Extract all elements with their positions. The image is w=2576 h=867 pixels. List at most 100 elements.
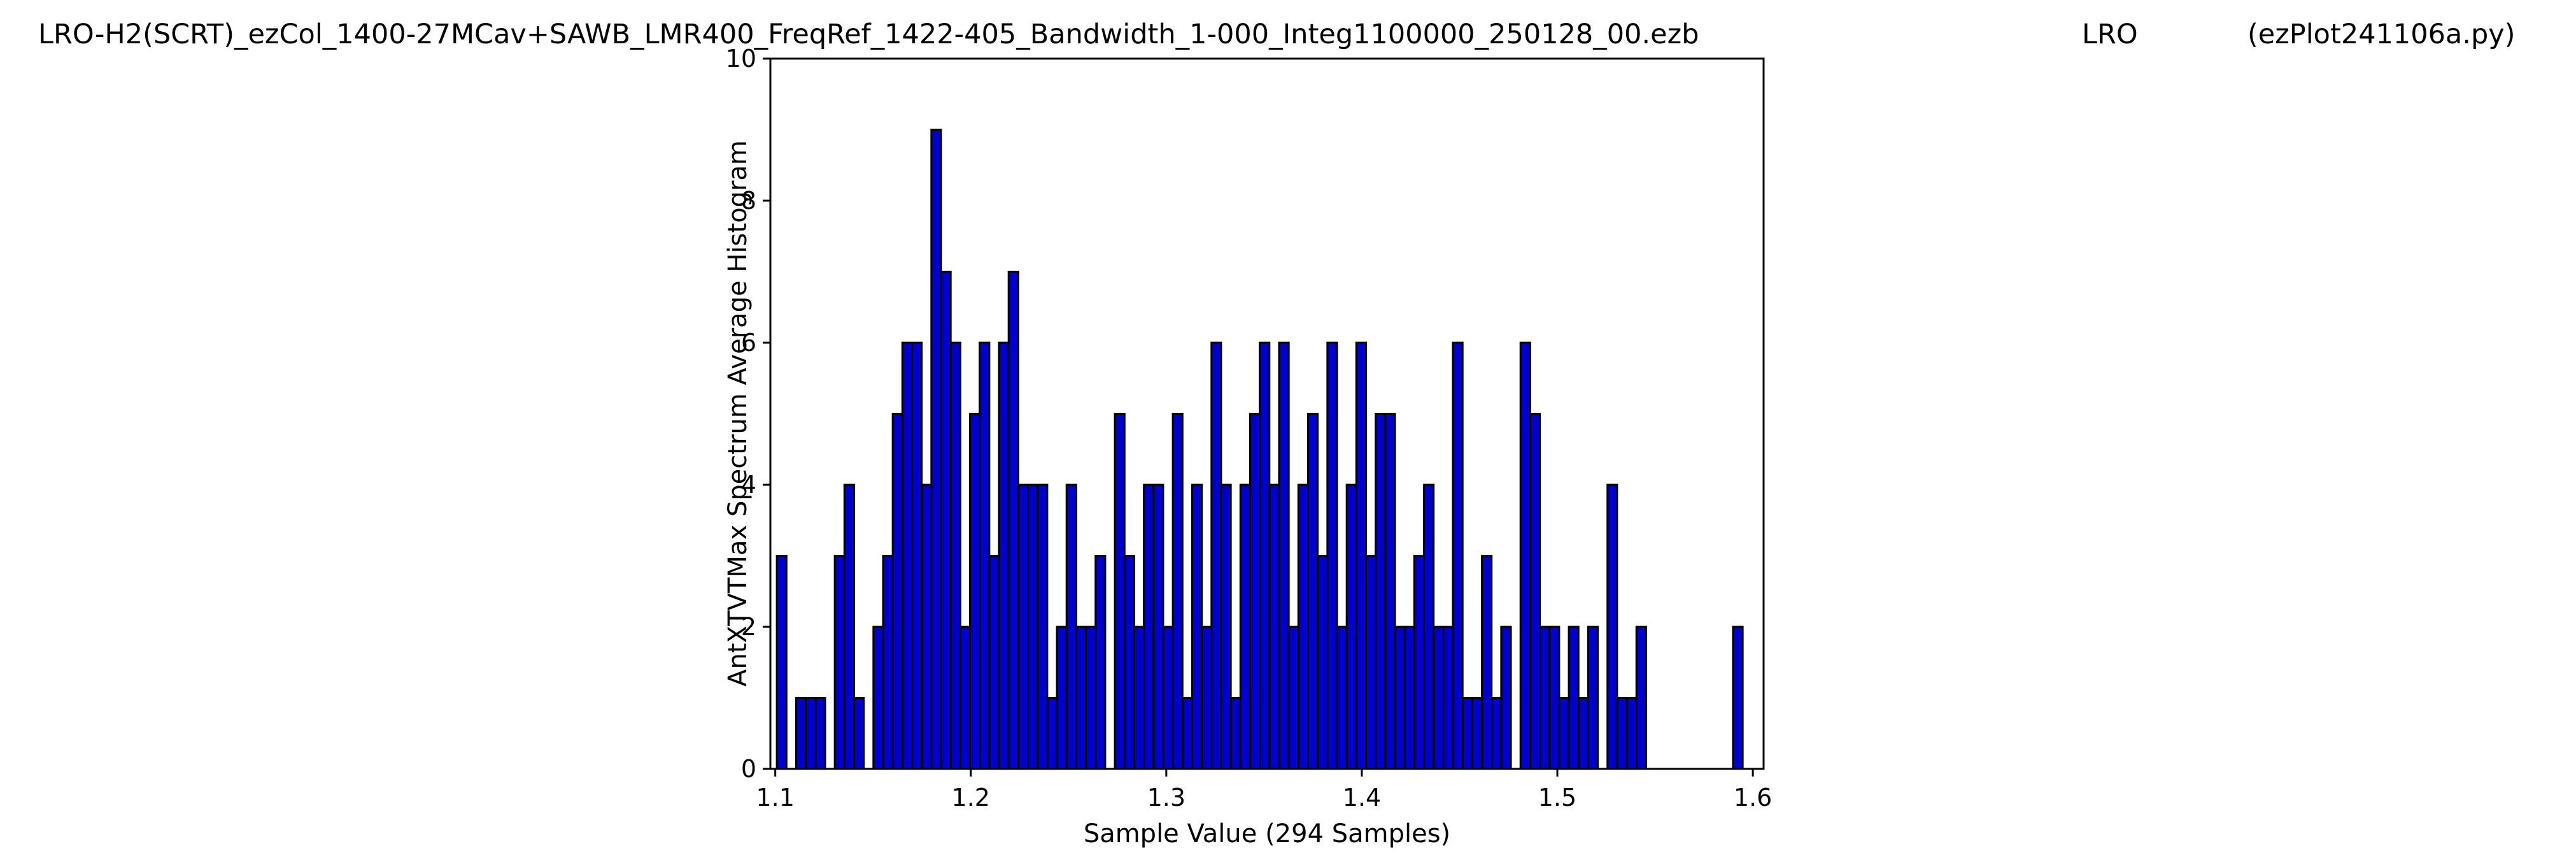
y-tick-label: 10 [726,45,756,73]
histogram-bar [1085,626,1097,770]
histogram-bar [872,626,884,770]
histogram-bar [911,341,923,770]
x-tick-label: 1.6 [1734,784,1772,812]
histogram-bar [1423,484,1435,770]
histogram-bar [1539,626,1551,770]
histogram-bar [882,555,894,770]
y-tick-label: 6 [741,329,756,357]
histogram-bar [1220,484,1232,770]
histogram-bar [1403,626,1415,770]
histogram-bar [1123,555,1135,770]
histogram-bar [1075,626,1087,770]
histogram-bar [1249,413,1261,770]
histogram-bar [1587,626,1599,770]
histogram-bar [1500,626,1512,770]
histogram-bar [1133,626,1145,770]
histogram-bar [979,341,991,770]
histogram-bar [1259,341,1271,770]
histogram-bar [1114,413,1126,770]
histogram-bar [1452,341,1464,770]
histogram-bar [1471,697,1483,770]
y-tick-label: 0 [741,755,756,783]
header-program: (ezPlot241106a.py) [2247,18,2516,50]
histogram-bar [1268,484,1280,770]
histogram-bar [1162,626,1174,770]
histogram-bar [1577,697,1589,770]
histogram-bar [1046,697,1058,770]
histogram-bar [1606,484,1618,770]
histogram-bar [921,484,933,770]
histogram-bar [1201,626,1213,770]
histogram-bar [1568,626,1580,770]
histogram-bar [901,341,914,770]
histogram-bar [1365,555,1377,770]
histogram-bar [1317,555,1329,770]
histogram-bar [1297,484,1309,770]
histogram-bar [1229,697,1242,770]
histogram-bar [1065,484,1077,770]
x-axis-ticks: 1.1 1.2 1.3 1.4 1.5 1.6 [756,769,1772,812]
histogram-bar [1375,413,1387,770]
histogram-bar [833,555,846,770]
histogram-bar [930,129,942,770]
histogram-bar [1027,484,1039,770]
header-filename: LRO-H2(SCRT)_ezCol_1400-27MCav+SAWB_LMR4… [38,18,1699,50]
histogram-bar [843,484,855,770]
histogram-bar [1635,626,1647,770]
histogram-bar [998,341,1010,770]
histogram-bar [949,341,961,770]
y-tick-label: 2 [741,613,756,641]
histogram-bar [805,697,817,770]
histogram-bar [1413,555,1426,770]
histogram-bar [1007,271,1019,770]
x-tick-label: 1.2 [952,784,990,812]
histogram-bar [1490,697,1503,770]
y-tick-label: 8 [741,187,756,215]
histogram-bar [1481,555,1493,770]
y-tick-label: 4 [741,471,756,499]
plot-frame [769,57,1765,770]
histogram-bar [1519,341,1531,770]
histogram-bar [1355,341,1368,770]
histogram-bar [1171,413,1184,770]
header-site: LRO [2082,18,2138,50]
histogram-bar [1558,697,1570,770]
y-axis-label: AntXTVTMax Spectrum Average Histogram [723,140,753,687]
histogram-bar [1529,413,1541,770]
histogram-bar [1625,697,1638,770]
histogram-bar [940,271,952,770]
histogram-bar [1143,484,1155,770]
histogram-bar [1394,626,1406,770]
histogram-bar [891,413,903,770]
histogram-bar [969,413,981,770]
histogram-bar [1384,413,1396,770]
histogram-bar [1442,626,1454,770]
histogram-bar [1017,484,1030,770]
histogram-bar [795,697,807,770]
histogram-bar [853,697,865,770]
histogram-bar [1287,626,1299,770]
x-tick-label: 1.4 [1343,784,1381,812]
histogram-bar [1181,697,1193,770]
histogram-bar [1239,484,1251,770]
x-tick-label: 1.1 [756,784,794,812]
histogram-bar [1210,341,1222,770]
histogram-bar [775,555,788,770]
histogram-bar [1278,341,1290,770]
histogram-bar [1152,484,1164,770]
histogram-bar [1616,697,1628,770]
histogram-bar [814,697,826,770]
x-tick-label: 1.5 [1538,784,1576,812]
histogram-bar [1326,341,1338,770]
histogram-bar [1056,626,1068,770]
histogram-bar [1548,626,1560,770]
histogram-bar [1345,484,1357,770]
histogram-bars [775,129,1744,770]
histogram-bar [1094,555,1107,770]
x-axis-label: Sample Value (294 Samples) [1084,819,1450,849]
histogram-bar [1037,484,1049,770]
histogram-bar [959,626,972,770]
histogram-bar [1336,626,1348,770]
x-tick-label: 1.3 [1147,784,1185,812]
